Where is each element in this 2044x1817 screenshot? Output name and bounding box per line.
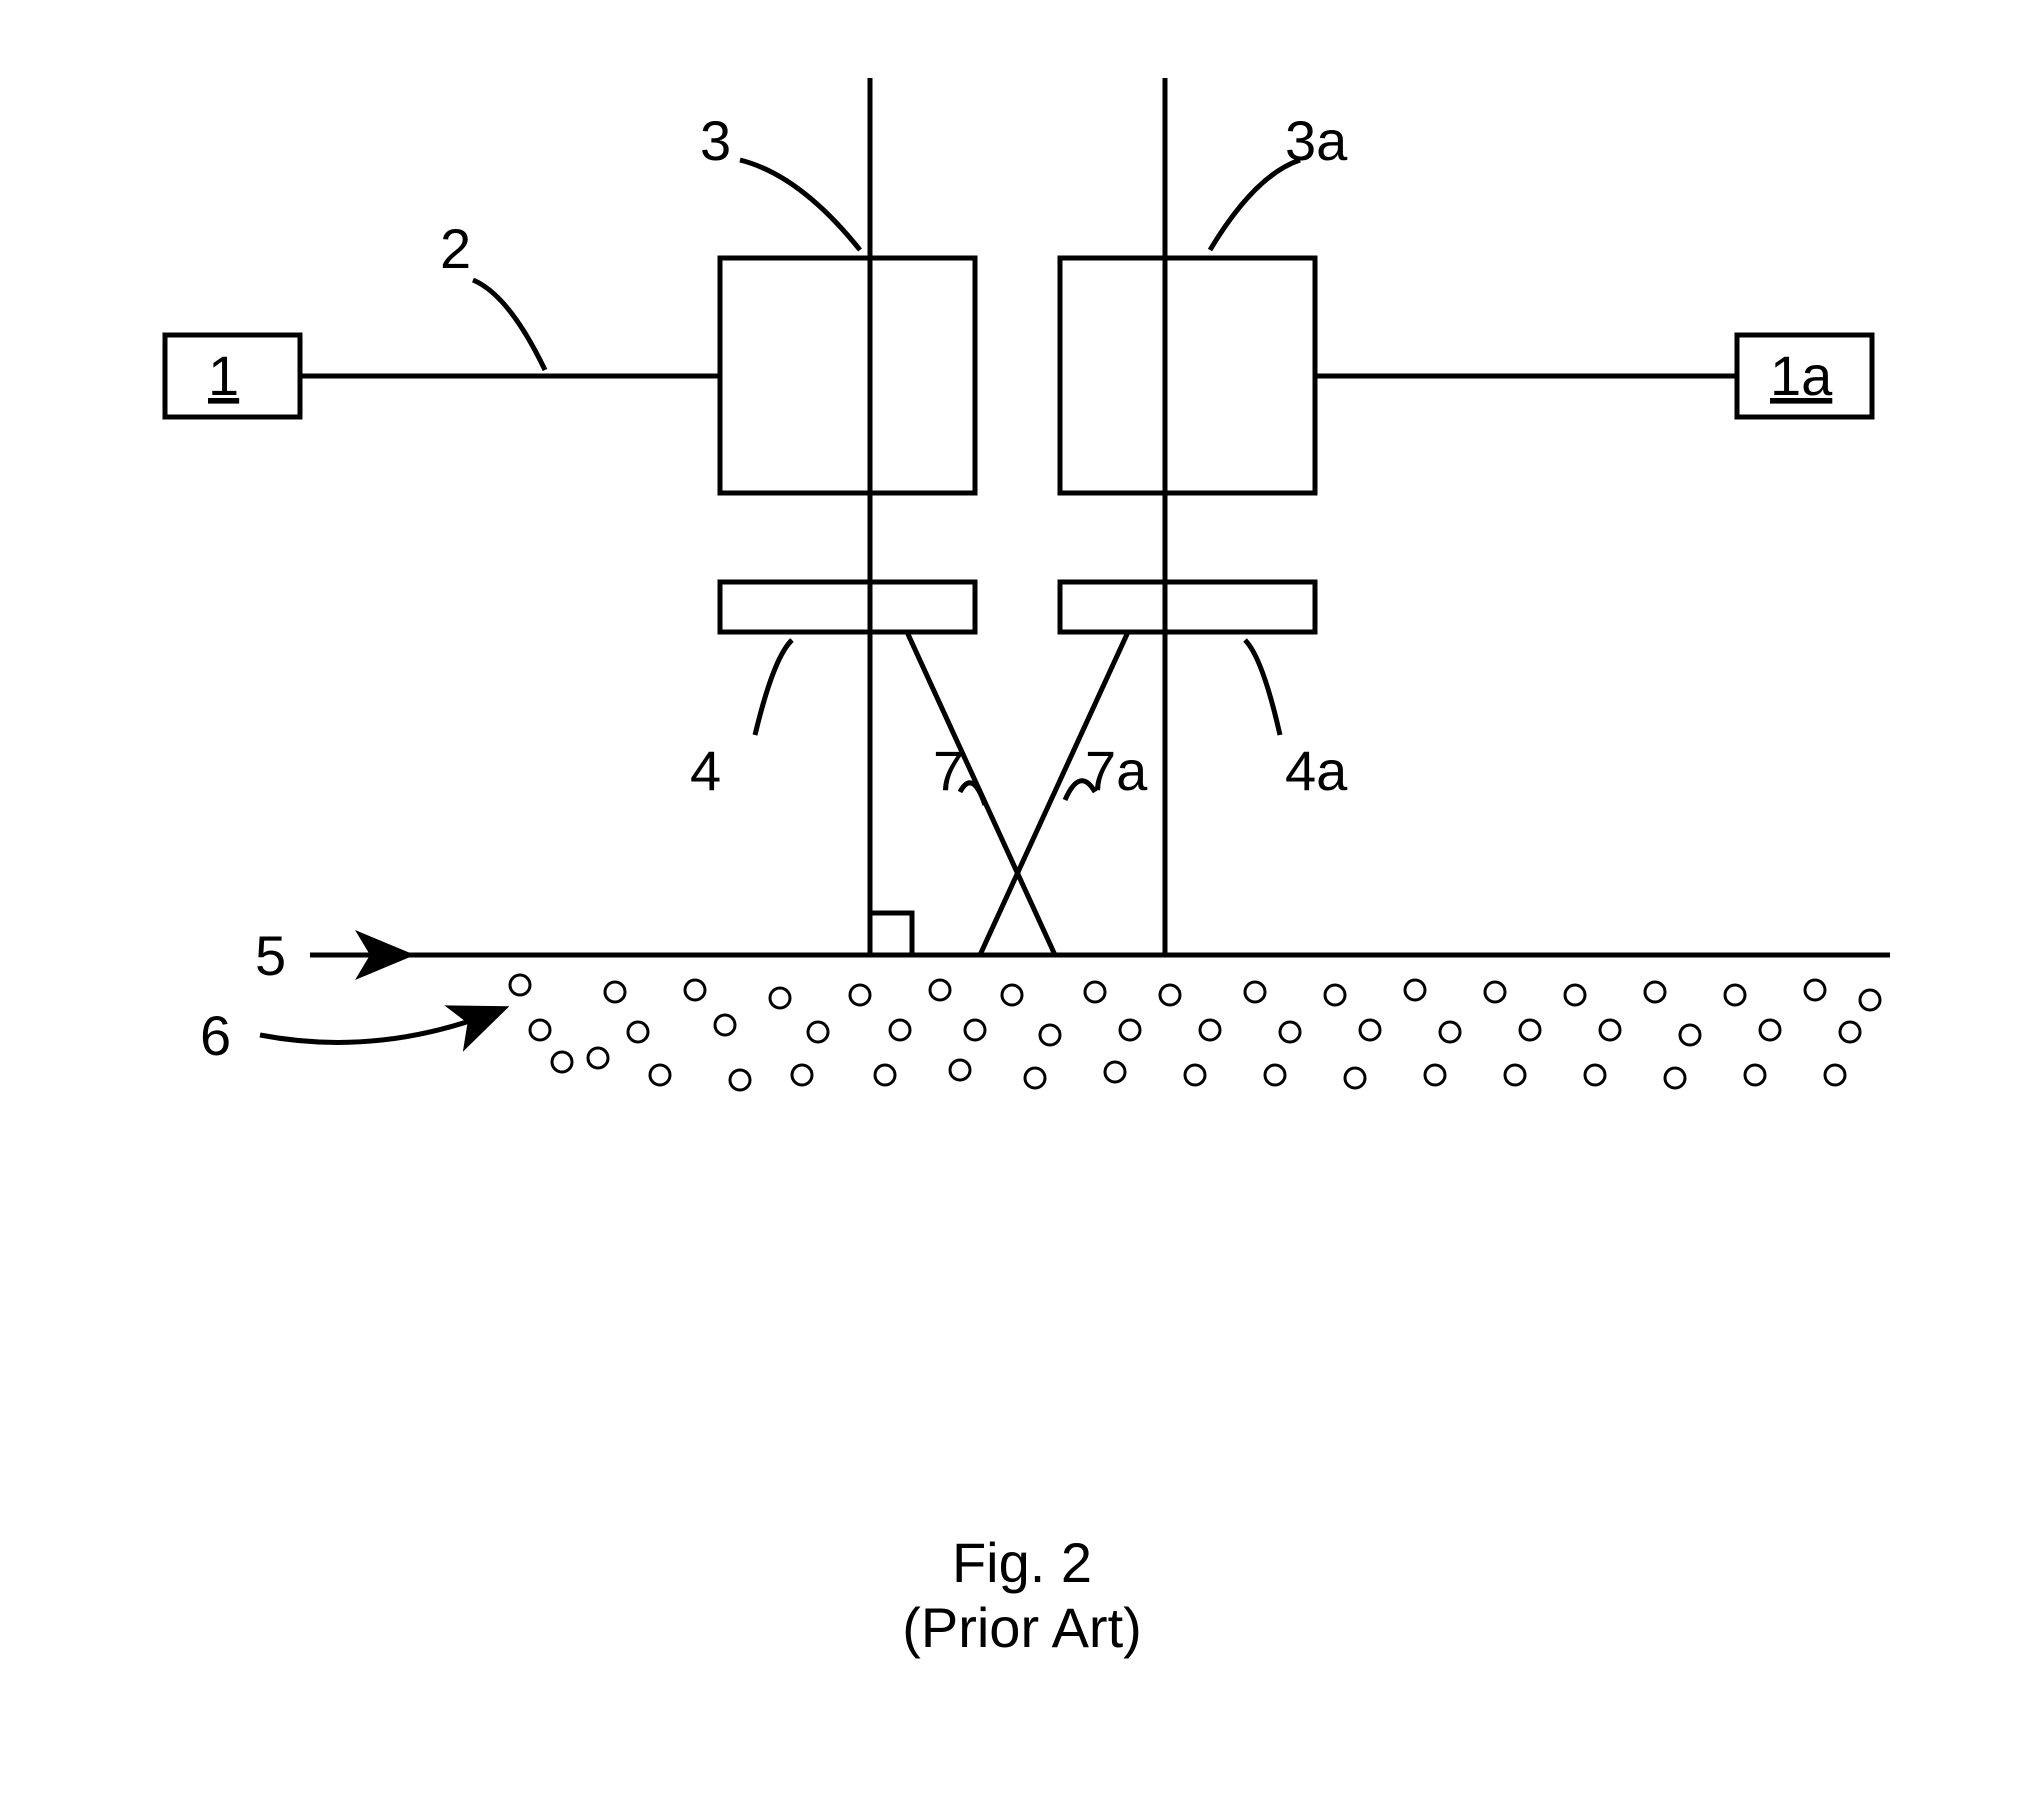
leader-4a	[1245, 640, 1280, 735]
patent-figure: 1 1a 2 3 3a 4 4a 56 7 7a	[0, 0, 2044, 1400]
particle	[890, 1020, 910, 1040]
plate-4	[720, 582, 975, 632]
block-3a	[1060, 258, 1315, 493]
particle	[1120, 1020, 1140, 1040]
particle	[1245, 982, 1265, 1002]
particle	[605, 982, 625, 1002]
particle	[950, 1060, 970, 1080]
figure-caption-line1: Fig. 2	[0, 1530, 2044, 1595]
particle	[1425, 1065, 1445, 1085]
particle	[1860, 990, 1880, 1010]
leader-2	[473, 280, 545, 370]
particle	[552, 1052, 572, 1072]
particle	[685, 980, 705, 1000]
particle	[588, 1048, 608, 1068]
label-3a: 3a	[1285, 109, 1348, 172]
particle	[1360, 1020, 1380, 1040]
right-angle-marker	[870, 913, 912, 955]
particle	[1725, 985, 1745, 1005]
particle	[1160, 985, 1180, 1005]
particle	[1745, 1065, 1765, 1085]
particle	[730, 1070, 750, 1090]
block-3	[720, 258, 975, 493]
particle	[1645, 982, 1665, 1002]
leader-3	[740, 160, 860, 250]
particle	[1825, 1065, 1845, 1085]
particle	[1345, 1068, 1365, 1088]
particle	[1200, 1020, 1220, 1040]
particle	[1600, 1020, 1620, 1040]
particle	[1585, 1065, 1605, 1085]
label-7: 7	[933, 739, 964, 802]
particle	[510, 975, 530, 995]
particle	[1105, 1062, 1125, 1082]
particle	[1565, 985, 1585, 1005]
label-1: 1	[208, 344, 239, 407]
label-2: 2	[440, 217, 471, 280]
particle	[965, 1020, 985, 1040]
label-7a: 7a	[1085, 739, 1148, 802]
label-6: 6	[200, 1004, 231, 1067]
particle	[1440, 1022, 1460, 1042]
particle	[1265, 1065, 1285, 1085]
particle	[1185, 1065, 1205, 1085]
particle	[715, 1015, 735, 1035]
particle	[930, 980, 950, 1000]
particle	[530, 1020, 550, 1040]
particle	[1485, 982, 1505, 1002]
particle	[1665, 1068, 1685, 1088]
particle	[1805, 980, 1825, 1000]
particle	[1002, 985, 1022, 1005]
particle	[628, 1022, 648, 1042]
particle	[850, 985, 870, 1005]
particle	[1680, 1025, 1700, 1045]
leader-4	[755, 640, 792, 735]
particle	[1040, 1025, 1060, 1045]
particle	[792, 1065, 812, 1085]
figure-caption-line2: (Prior Art)	[0, 1595, 2044, 1660]
plate-4a	[1060, 582, 1315, 632]
particle	[1520, 1020, 1540, 1040]
particle	[1405, 980, 1425, 1000]
leader-3a	[1210, 160, 1300, 250]
arrow-6	[260, 1010, 500, 1042]
particle	[808, 1022, 828, 1042]
label-3: 3	[700, 109, 731, 172]
label-4a: 4a	[1285, 739, 1348, 802]
particle	[1280, 1022, 1300, 1042]
particle	[650, 1065, 670, 1085]
label-1a: 1a	[1770, 344, 1833, 407]
label-4: 4	[690, 739, 721, 802]
particle	[1025, 1068, 1045, 1088]
particle	[1505, 1065, 1525, 1085]
particle	[1840, 1022, 1860, 1042]
particle	[1325, 985, 1345, 1005]
label-5: 5	[255, 924, 286, 987]
particle	[1760, 1020, 1780, 1040]
particle	[1085, 982, 1105, 1002]
particle	[875, 1065, 895, 1085]
particle	[770, 988, 790, 1008]
